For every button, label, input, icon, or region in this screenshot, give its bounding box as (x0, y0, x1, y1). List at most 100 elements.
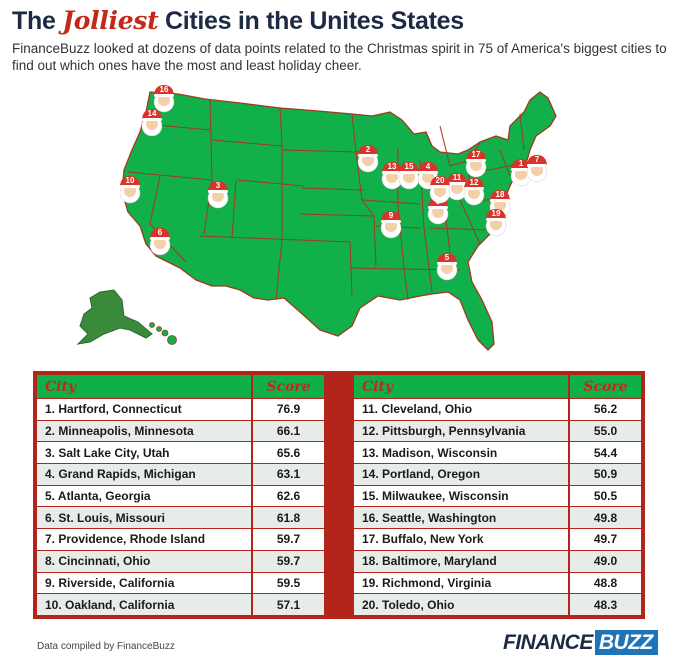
santa-marker-number: 2 (366, 145, 371, 154)
santa-marker: 12 (463, 178, 485, 206)
table-row: 17. Buffalo, New York 49.7 (354, 528, 641, 551)
score-cell: 63.1 (251, 463, 324, 486)
city-cell: 10. Oakland, California (37, 593, 252, 615)
santa-marker-number: 14 (148, 109, 157, 118)
table-row: 18. Baltimore, Maryland 49.0 (354, 549, 641, 572)
score-cell: 55.0 (568, 419, 641, 442)
score-cell: 62.6 (251, 484, 324, 507)
table-row: 15. Milwaukee, Wisconsin 50.5 (354, 484, 641, 507)
santa-marker-number: 10 (126, 176, 135, 185)
city-cell: 4. Grand Rapids, Michigan (37, 463, 252, 486)
logo-buzz: BUZZ (594, 630, 658, 655)
city-cell: 1. Hartford, Connecticut (37, 398, 252, 421)
santa-marker-number: 11 (453, 173, 462, 182)
header-score: Score (251, 375, 324, 399)
title-script-word: Jolliest (62, 6, 159, 35)
score-cell: 59.7 (251, 549, 324, 572)
santa-marker: 20 (429, 176, 451, 204)
santa-marker-number: 15 (405, 162, 414, 171)
table-row: 20. Toledo, Ohio 48.3 (354, 593, 641, 615)
city-cell: 20. Toledo, Ohio (354, 593, 569, 615)
table-row: 5. Atlanta, Georgia 62.6 (37, 484, 324, 507)
santa-marker-number: 17 (472, 150, 481, 159)
table-row: 2. Minneapolis, Minnesota 66.1 (37, 419, 324, 442)
rankings-table-left: City Score 1. Hartford, Connecticut 76.9 2… (37, 375, 324, 615)
city-cell: 16. Seattle, Washington (354, 506, 569, 529)
santa-marker: 1 (510, 159, 532, 187)
city-cell: 12. Pittsburgh, Pennsylvania (354, 419, 569, 442)
santa-marker-number: 5 (445, 253, 450, 262)
santa-marker: 2 (357, 145, 379, 173)
hawaii-islands (149, 322, 177, 345)
score-cell: 49.0 (568, 549, 641, 572)
santa-marker-number: 1 (519, 159, 524, 168)
city-cell: 3. Salt Lake City, Utah (37, 441, 252, 464)
santa-marker: 16 (153, 85, 175, 113)
header-city: City (37, 375, 252, 399)
santa-marker-number: 9 (389, 211, 394, 220)
santa-marker-number: 19 (492, 209, 501, 218)
score-cell: 57.1 (251, 593, 324, 615)
page-title: The Jolliest Cities in the Unites States (12, 6, 464, 36)
rankings-table-right: City Score 11. Cleveland, Ohio 56.2 12. Pi… (354, 375, 641, 615)
score-cell: 59.7 (251, 528, 324, 551)
santa-marker: 18 (489, 190, 511, 218)
rankings-table: City Score 1. Hartford, Connecticut 76.9 2… (33, 371, 645, 619)
table-row: 8. Cincinnati, Ohio 59.7 (37, 549, 324, 572)
santa-marker: 3 (207, 181, 229, 209)
score-cell: 54.4 (568, 441, 641, 464)
city-cell: 6. St. Louis, Missouri (37, 506, 252, 529)
city-cell: 7. Providence, Rhode Island (37, 528, 252, 551)
score-cell: 50.9 (568, 463, 641, 486)
score-cell: 56.2 (568, 398, 641, 421)
table-row: 12. Pittsburgh, Pennsylvania 55.0 (354, 419, 641, 442)
santa-marker: 10 (119, 176, 141, 204)
score-cell: 50.5 (568, 484, 641, 507)
us-map: 1234567891011121314151617181920 (76, 85, 557, 351)
santa-marker: 7 (526, 155, 548, 183)
table-row: 7. Providence, Rhode Island 59.7 (37, 528, 324, 551)
santa-marker: 15 (398, 162, 420, 190)
santa-marker-number: 6 (158, 228, 163, 237)
title-pre: The (12, 7, 63, 35)
table-row: 4. Grand Rapids, Michigan 63.1 (37, 463, 324, 486)
santa-marker-number: 12 (470, 178, 479, 187)
santa-marker-number: 20 (436, 176, 445, 185)
city-cell: 18. Baltimore, Maryland (354, 549, 569, 572)
table-row: 6. St. Louis, Missouri 61.8 (37, 506, 324, 529)
city-cell: 14. Portland, Oregon (354, 463, 569, 486)
santa-marker-number: 13 (388, 162, 397, 171)
score-cell: 66.1 (251, 419, 324, 442)
santa-marker: 14 (141, 109, 163, 137)
santa-marker: 6 (149, 228, 171, 256)
santa-marker-number: 3 (216, 181, 221, 190)
city-cell: 15. Milwaukee, Wisconsin (354, 484, 569, 507)
score-cell: 61.8 (251, 506, 324, 529)
score-cell: 49.7 (568, 528, 641, 551)
table-row: 19. Richmond, Virginia 48.8 (354, 571, 641, 594)
santa-marker: 9 (380, 211, 402, 239)
city-cell: 9. Riverside, California (37, 571, 252, 594)
header-city: City (354, 375, 569, 399)
financebuzz-logo: FINANCE BUZZ (503, 630, 658, 655)
table-row: 10. Oakland, California 57.1 (37, 593, 324, 615)
table-row: 13. Madison, Wisconsin 54.4 (354, 441, 641, 464)
santa-marker: 13 (381, 162, 403, 190)
santa-markers: 1234567891011121314151617181920 (119, 85, 548, 281)
santa-marker: 17 (465, 150, 487, 178)
subtitle: FinanceBuzz looked at dozens of data poi… (12, 41, 667, 73)
score-cell: 59.5 (251, 571, 324, 594)
score-cell: 65.6 (251, 441, 324, 464)
santa-marker: 19 (485, 209, 507, 237)
city-cell: 2. Minneapolis, Minnesota (37, 419, 252, 442)
santa-marker-number: 16 (160, 85, 169, 94)
santa-marker-number: 4 (426, 162, 431, 171)
city-cell: 19. Richmond, Virginia (354, 571, 569, 594)
header-score: Score (568, 375, 641, 399)
data-source-note: Data compiled by FinanceBuzz (37, 641, 175, 652)
table-row: 11. Cleveland, Ohio 56.2 (354, 398, 641, 421)
table-row: 1. Hartford, Connecticut 76.9 (37, 398, 324, 421)
santa-marker-number: 18 (496, 190, 505, 199)
score-cell: 76.9 (251, 398, 324, 421)
alaska-landmass (76, 289, 153, 345)
